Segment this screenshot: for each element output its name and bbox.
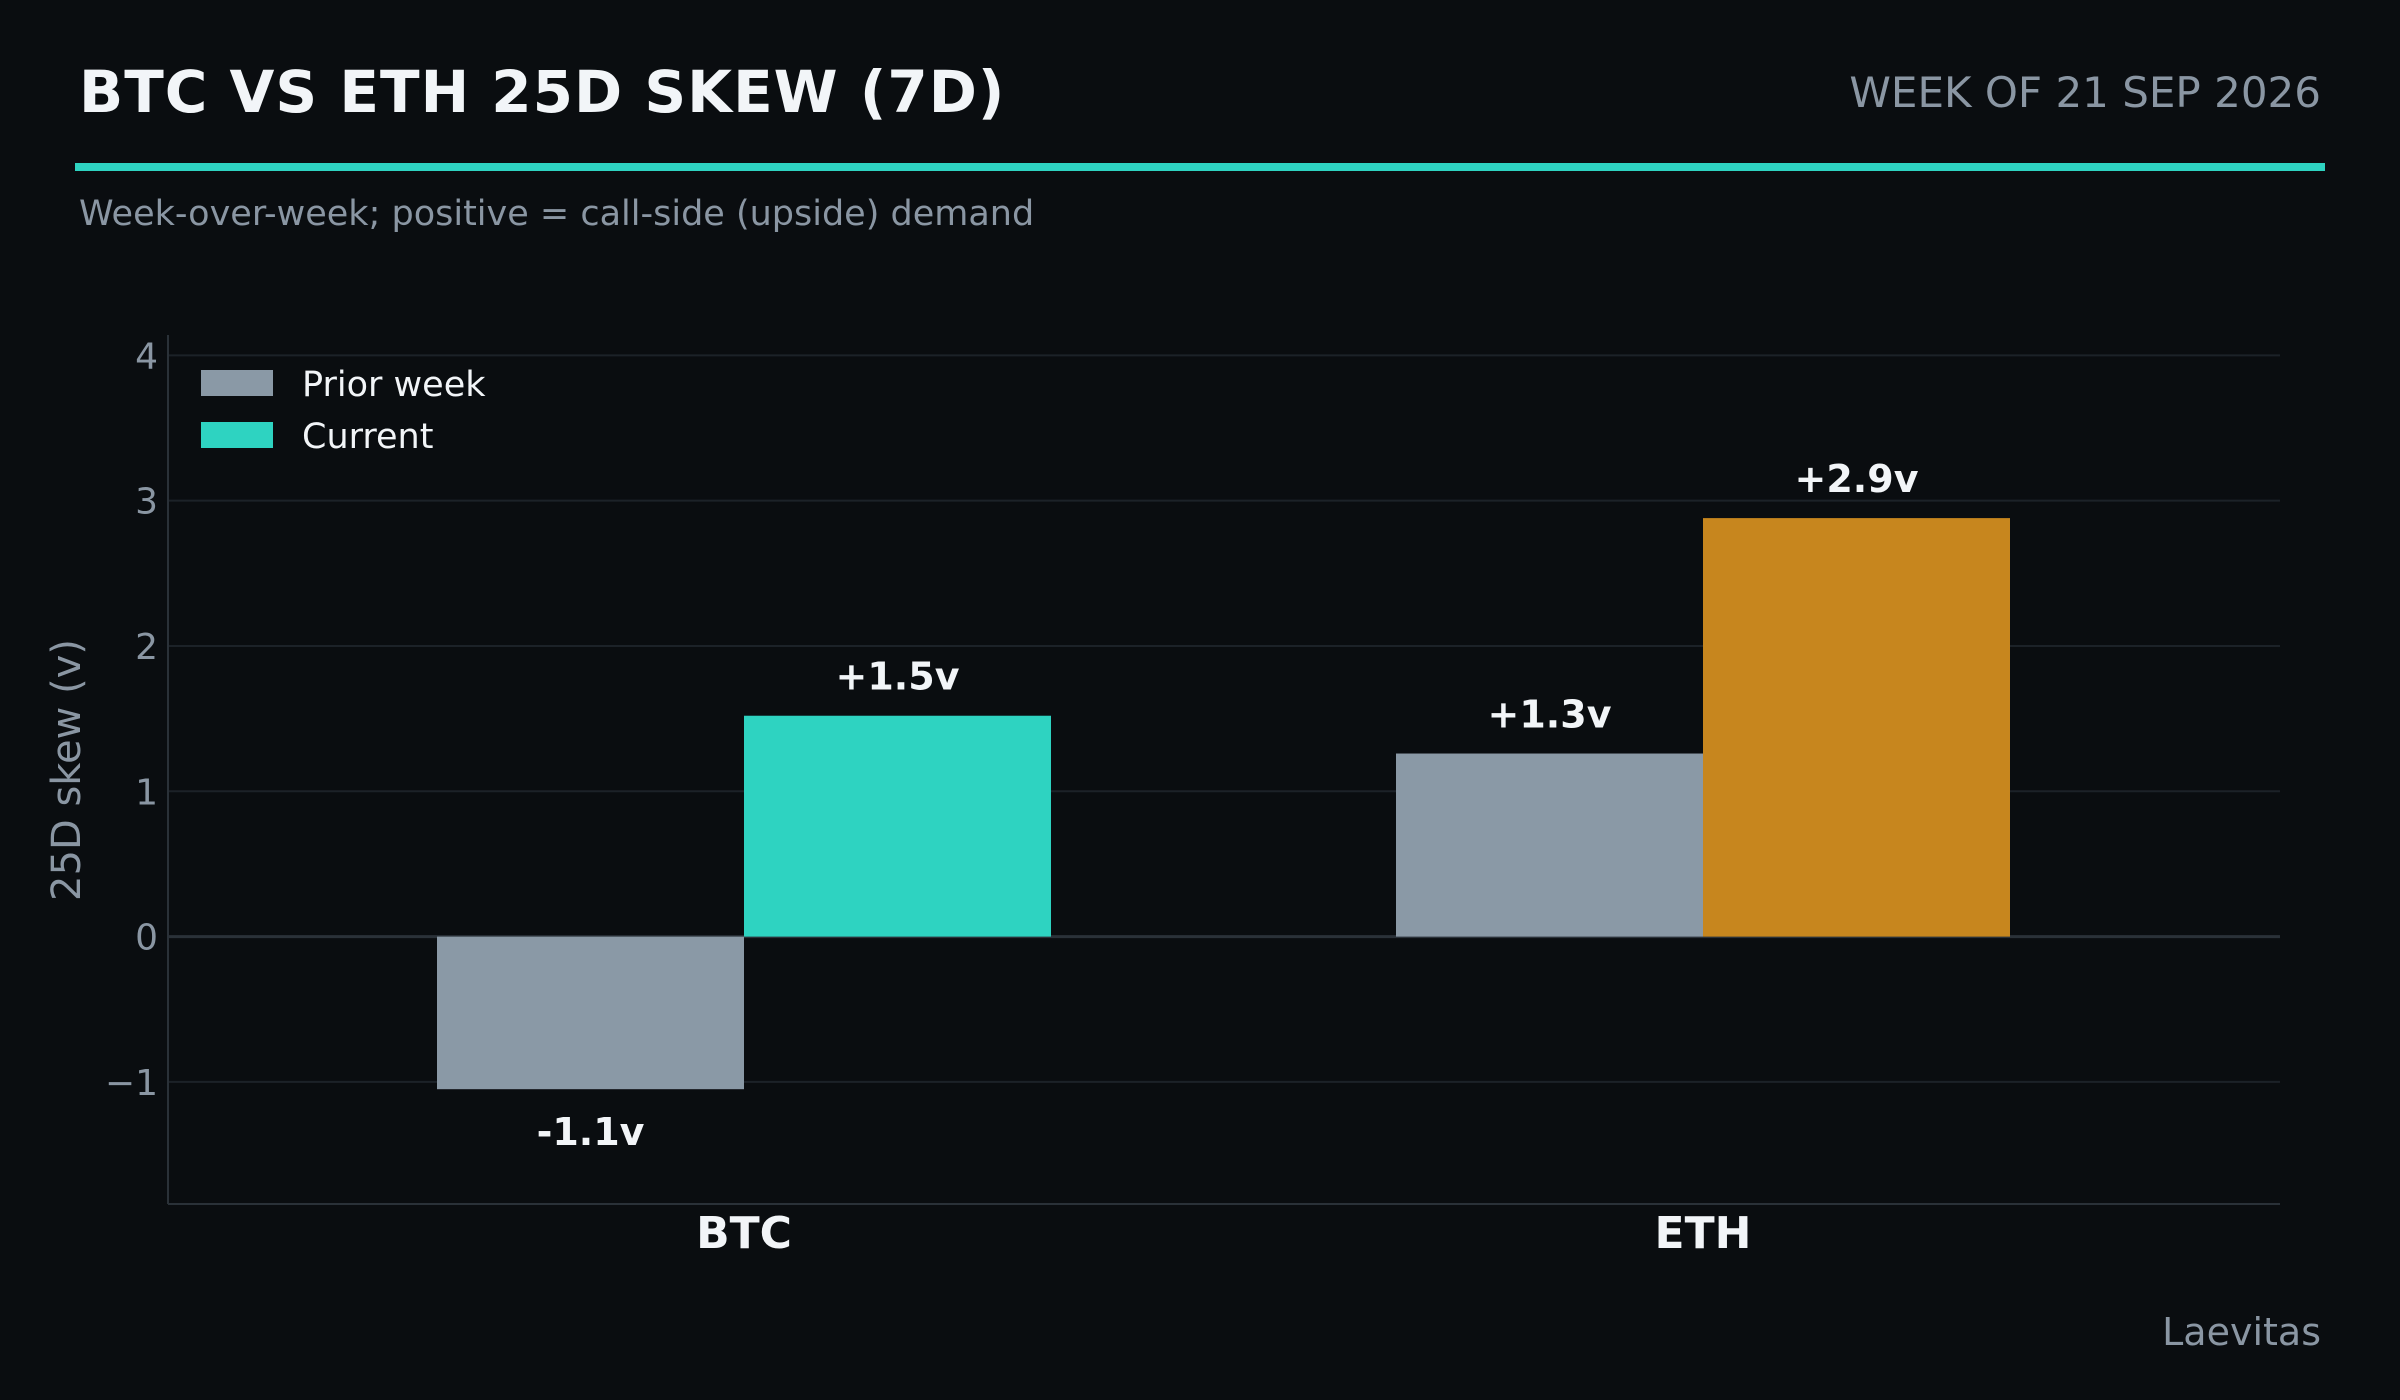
- y-tick-label: 4: [135, 336, 158, 377]
- accent-rule: [75, 163, 2325, 171]
- bar-eth-prior-week: [1396, 753, 1703, 937]
- legend-label-prior-week: Prior week: [302, 365, 486, 405]
- bar-value-label: +2.9v: [1795, 457, 1919, 501]
- legend: Prior week Current: [201, 365, 486, 457]
- y-axis-title: 25D skew (v): [44, 639, 90, 901]
- x-category-label: BTC: [696, 1208, 792, 1259]
- week-date: WEEK OF 21 SEP 2026: [1849, 68, 2321, 117]
- source-credit: Laevitas: [2162, 1310, 2321, 1354]
- legend-swatch-prior-week: [201, 370, 273, 396]
- data-labels: -1.1v +1.5v +1.3v +2.9v: [537, 457, 1919, 1154]
- y-tick-label: 1: [135, 772, 158, 813]
- y-tick-label: 2: [135, 627, 158, 668]
- bar-value-label: +1.3v: [1488, 693, 1612, 737]
- y-tick-label: −1: [105, 1063, 158, 1104]
- x-category-label: ETH: [1655, 1208, 1752, 1259]
- chart-subtitle: Week-over-week; positive = call-side (up…: [79, 194, 1035, 234]
- bar-btc-prior-week: [437, 936, 744, 1090]
- bar-eth-current: [1703, 518, 2010, 937]
- bar-value-label: +1.5v: [836, 655, 960, 699]
- y-tick-label: 0: [135, 918, 158, 959]
- axes: 4 3 2 1 0 −1 BTC ETH: [105, 335, 2280, 1259]
- bar-value-label: -1.1v: [537, 1110, 645, 1154]
- y-tick-label: 3: [135, 482, 158, 523]
- chart-title: BTC VS ETH 25D SKEW (7D): [79, 58, 1006, 126]
- bars: [437, 518, 2010, 1090]
- legend-swatch-current: [201, 422, 273, 448]
- legend-label-current: Current: [302, 417, 433, 457]
- bar-btc-current: [744, 715, 1051, 937]
